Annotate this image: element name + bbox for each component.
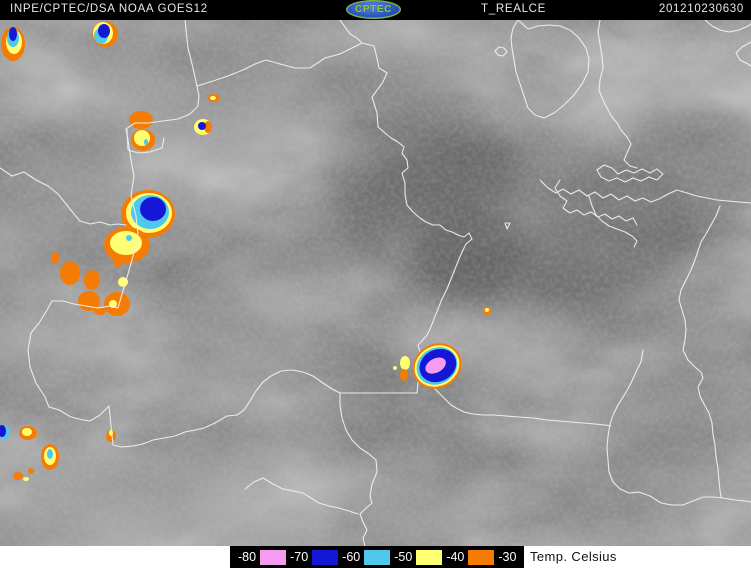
border-path — [0, 167, 127, 226]
legend-swatch-2 — [364, 549, 391, 565]
storm-cell-center-pink-storm — [412, 343, 462, 389]
timestamp: 201210230630 — [658, 3, 744, 15]
storm-cell-main-west-storm — [121, 190, 175, 238]
legend-label--30: -30 — [498, 550, 517, 564]
border-path — [27, 42, 363, 448]
border-path — [588, 195, 638, 248]
storm-cell-border-notch-speck — [106, 430, 116, 442]
border-path — [682, 349, 722, 498]
border-path — [339, 20, 473, 370]
storm-cells-top-layer — [393, 343, 462, 389]
border-path — [126, 129, 165, 154]
legend-label--40: -40 — [446, 550, 465, 564]
border-path — [184, 20, 198, 87]
legend-swatch-1 — [312, 549, 339, 565]
satellite-map — [0, 20, 751, 546]
legend-swatch-3 — [416, 549, 443, 565]
storm-cell-north-1 — [92, 21, 118, 47]
legend-title: Temp. Celsius — [530, 549, 617, 564]
border-path — [510, 20, 590, 119]
storm-cell-west-south-specks — [51, 252, 130, 316]
satellite-image — [0, 20, 751, 546]
storm-cells-layer — [0, 21, 491, 481]
border-path — [678, 205, 721, 351]
border-path — [704, 20, 751, 33]
legend-swatch-0 — [260, 549, 287, 565]
border-path — [339, 392, 378, 546]
cptec-logo-text: CPTEC — [355, 4, 392, 15]
storm-cell-east-speck — [483, 307, 491, 315]
border-path — [494, 46, 508, 57]
storm-cell-topleft-corner — [1, 27, 25, 61]
border-path — [244, 477, 359, 515]
station-label: INPE/CPTEC/DSA NOAA GOES12 — [10, 3, 208, 15]
header-bar: INPE/CPTEC/DSA NOAA GOES12 CPTEC T_REALC… — [0, 0, 751, 20]
storm-cell-near-pink-specks — [393, 356, 410, 381]
storm-cell-west-3 — [131, 129, 155, 151]
product-label: T_REALCE — [481, 3, 547, 15]
storm-cell-west-2 — [194, 119, 212, 135]
cptec-logo: CPTEC — [346, 0, 401, 19]
border-path — [735, 41, 751, 67]
storm-cell-speck-north-2 — [208, 94, 220, 102]
storm-cell-southwest-edge — [0, 425, 59, 481]
legend-bar: -80 -70 -60 -50 -40 -30 Temp. Celsius — [0, 546, 751, 568]
border-path — [596, 164, 664, 183]
legend-label--60: -60 — [342, 550, 361, 564]
legend-label--70: -70 — [290, 550, 309, 564]
legend-label--50: -50 — [394, 550, 413, 564]
storm-cell-west-blob — [129, 111, 153, 129]
legend-label--80: -80 — [238, 550, 257, 564]
legend-strip: -80 -70 -60 -50 -40 -30 — [230, 546, 525, 568]
border-path — [606, 349, 751, 506]
border-path — [504, 222, 511, 230]
border-path — [539, 179, 751, 204]
country-borders — [0, 20, 751, 546]
border-path — [425, 380, 612, 427]
cloud-texture-grain — [0, 20, 751, 546]
border-path — [236, 368, 421, 416]
legend-swatch-4 — [468, 549, 495, 565]
border-path — [554, 179, 638, 226]
storm-cell-west-south-storm — [104, 227, 150, 263]
border-path — [597, 20, 638, 169]
